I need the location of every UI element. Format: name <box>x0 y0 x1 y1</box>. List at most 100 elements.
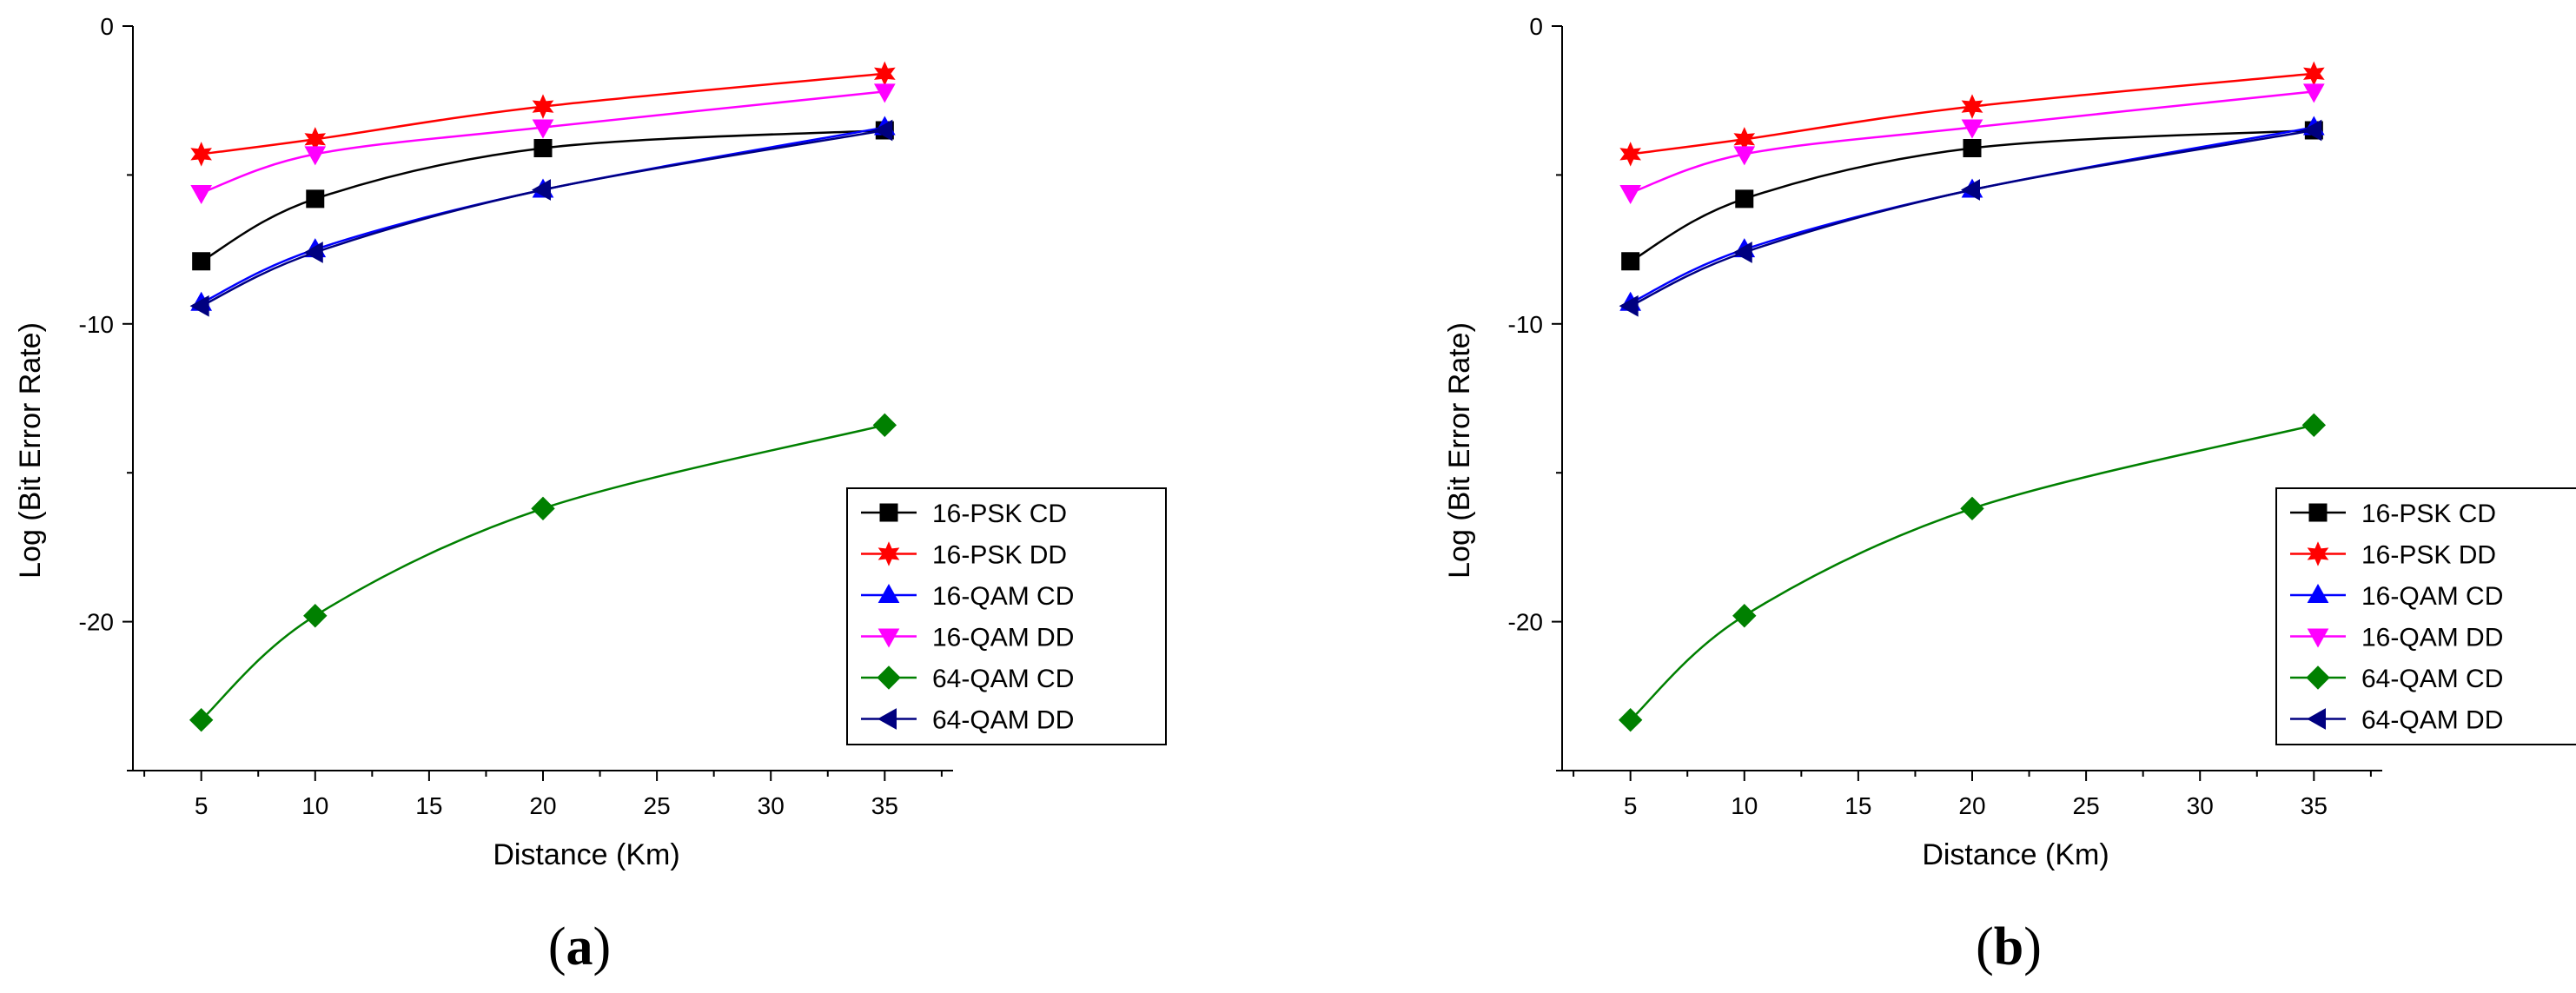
panel-label-a: (a) <box>547 917 612 976</box>
data-point <box>2301 413 2327 438</box>
series-16-psk-dd <box>1619 61 2325 167</box>
legend-marker <box>877 665 901 690</box>
data-point <box>1732 604 1757 628</box>
data-point <box>873 119 893 142</box>
x-tick-label: 10 <box>301 792 328 819</box>
data-point <box>1960 496 1984 521</box>
legend-entry-16-psk-cd: 16-PSK CD <box>861 500 1067 528</box>
series-16-qam-dd <box>1619 83 2325 204</box>
x-tick-label: 20 <box>529 792 556 819</box>
x-tick-label: 25 <box>644 792 671 819</box>
series-16-qam-dd <box>190 83 896 204</box>
data-point <box>303 242 323 263</box>
panel-label-b: (b) <box>1976 917 2042 976</box>
series-64-qam-cd <box>1618 413 2327 732</box>
data-point <box>533 139 553 158</box>
y-tick-label: -20 <box>1508 609 1543 636</box>
x-tick-label: 20 <box>1958 792 1985 819</box>
legend-entry-16-qam-dd: 16-QAM DD <box>861 624 1074 652</box>
chart-panel-b: 5 10 15 20 25 30 35 0 -10 -20 Distance (Km) Log (Bi… <box>1443 13 2576 871</box>
legend: 16-PSK CD 16-PSK DD 16-QAM CD 16-QAM DD 64-Q… <box>2275 487 2576 745</box>
legend-marker <box>2306 665 2330 690</box>
series-line <box>1630 129 2314 308</box>
legend-entry-16-qam-cd: 16-QAM CD <box>861 582 1074 611</box>
x-tick-label: 25 <box>2073 792 2100 819</box>
data-point <box>2302 83 2325 103</box>
series-line <box>1630 72 2314 156</box>
data-point <box>304 146 327 166</box>
legend-marker <box>2307 628 2329 648</box>
y-tick-label: -10 <box>1508 311 1543 338</box>
data-point <box>1732 242 1752 263</box>
legend-marker <box>877 708 897 730</box>
x-tick-label: 15 <box>1844 792 1871 819</box>
legend-label: 16-QAM CD <box>932 582 1074 611</box>
series-64-qam-cd <box>189 413 897 732</box>
legend-entry-16-psk-dd: 16-PSK DD <box>2290 541 2496 570</box>
x-tick-label: 5 <box>195 792 209 819</box>
legend: 16-PSK CD 16-PSK DD 16-QAM CD 16-QAM DD 64-Q… <box>846 487 1167 745</box>
data-point <box>1735 189 1754 209</box>
x-axis-title: Distance (Km) <box>493 838 679 871</box>
legend-marker <box>877 628 900 648</box>
series-line <box>1629 424 2314 721</box>
y-tick-label: -20 <box>79 609 114 636</box>
legend-marker <box>2307 583 2329 603</box>
x-axis-title: Distance (Km) <box>1922 838 2109 871</box>
data-point <box>1963 139 1982 158</box>
data-point <box>531 179 551 201</box>
x-tick-label: 35 <box>2301 792 2328 819</box>
data-point <box>189 295 209 317</box>
legend-label: 16-QAM DD <box>2361 624 2503 652</box>
legend-marker <box>877 583 900 603</box>
series-line <box>201 129 885 308</box>
legend-label: 64-QAM DD <box>2361 706 2503 735</box>
data-point <box>531 496 555 521</box>
legend-label: 16-QAM CD <box>2361 582 2503 611</box>
legend-label: 64-QAM DD <box>932 706 1074 735</box>
legend-box <box>2275 487 2576 745</box>
legend-label: 16-PSK DD <box>932 541 1067 570</box>
legend-entry-64-qam-cd: 64-QAM CD <box>861 665 1074 693</box>
x-tick-label: 10 <box>1731 792 1758 819</box>
legend-entry-64-qam-dd: 64-QAM DD <box>2290 706 2503 735</box>
series-line <box>200 424 885 721</box>
legend-label: 64-QAM CD <box>932 665 1074 693</box>
series-line <box>201 90 885 195</box>
legend-label: 16-PSK CD <box>932 500 1067 528</box>
series-line <box>1630 129 2314 262</box>
x-tick-label: 30 <box>758 792 785 819</box>
data-point <box>190 184 213 204</box>
legend-marker <box>2307 541 2329 566</box>
data-point <box>303 604 328 628</box>
legend-label: 64-QAM CD <box>2361 665 2503 693</box>
data-point <box>1621 252 1640 271</box>
y-tick-label: -10 <box>79 311 114 338</box>
legend-entry-16-qam-cd: 16-QAM CD <box>2290 582 2503 611</box>
series-64-qam-dd <box>1619 119 2322 317</box>
x-tick-label: 35 <box>871 792 898 819</box>
y-tick-label: 0 <box>1529 13 1543 40</box>
series-64-qam-dd <box>189 119 893 317</box>
data-point <box>1733 146 1756 166</box>
data-point <box>1961 119 1983 139</box>
data-point <box>189 708 214 732</box>
y-axis-title: Log (Bit Error Rate) <box>14 322 47 579</box>
legend-marker <box>2308 503 2328 522</box>
series-line <box>201 129 885 262</box>
legend-label: 16-PSK DD <box>2361 541 2496 570</box>
chart-panel-a: 5 10 15 20 25 30 35 0 -10 -20 Distance (Km) Log (Bi… <box>14 13 1167 871</box>
data-point <box>873 83 896 103</box>
data-point <box>872 413 897 438</box>
legend-label: 16-PSK CD <box>2361 500 2496 528</box>
x-tick-label: 30 <box>2187 792 2214 819</box>
data-point <box>190 142 212 167</box>
legend-label: 16-QAM DD <box>932 624 1074 652</box>
series-line <box>1630 90 2314 195</box>
legend-entry-64-qam-cd: 64-QAM CD <box>2290 665 2503 693</box>
data-point <box>1961 94 1983 119</box>
data-point <box>532 119 554 139</box>
legend-entry-64-qam-dd: 64-QAM DD <box>861 706 1074 735</box>
data-point <box>1619 142 1641 167</box>
